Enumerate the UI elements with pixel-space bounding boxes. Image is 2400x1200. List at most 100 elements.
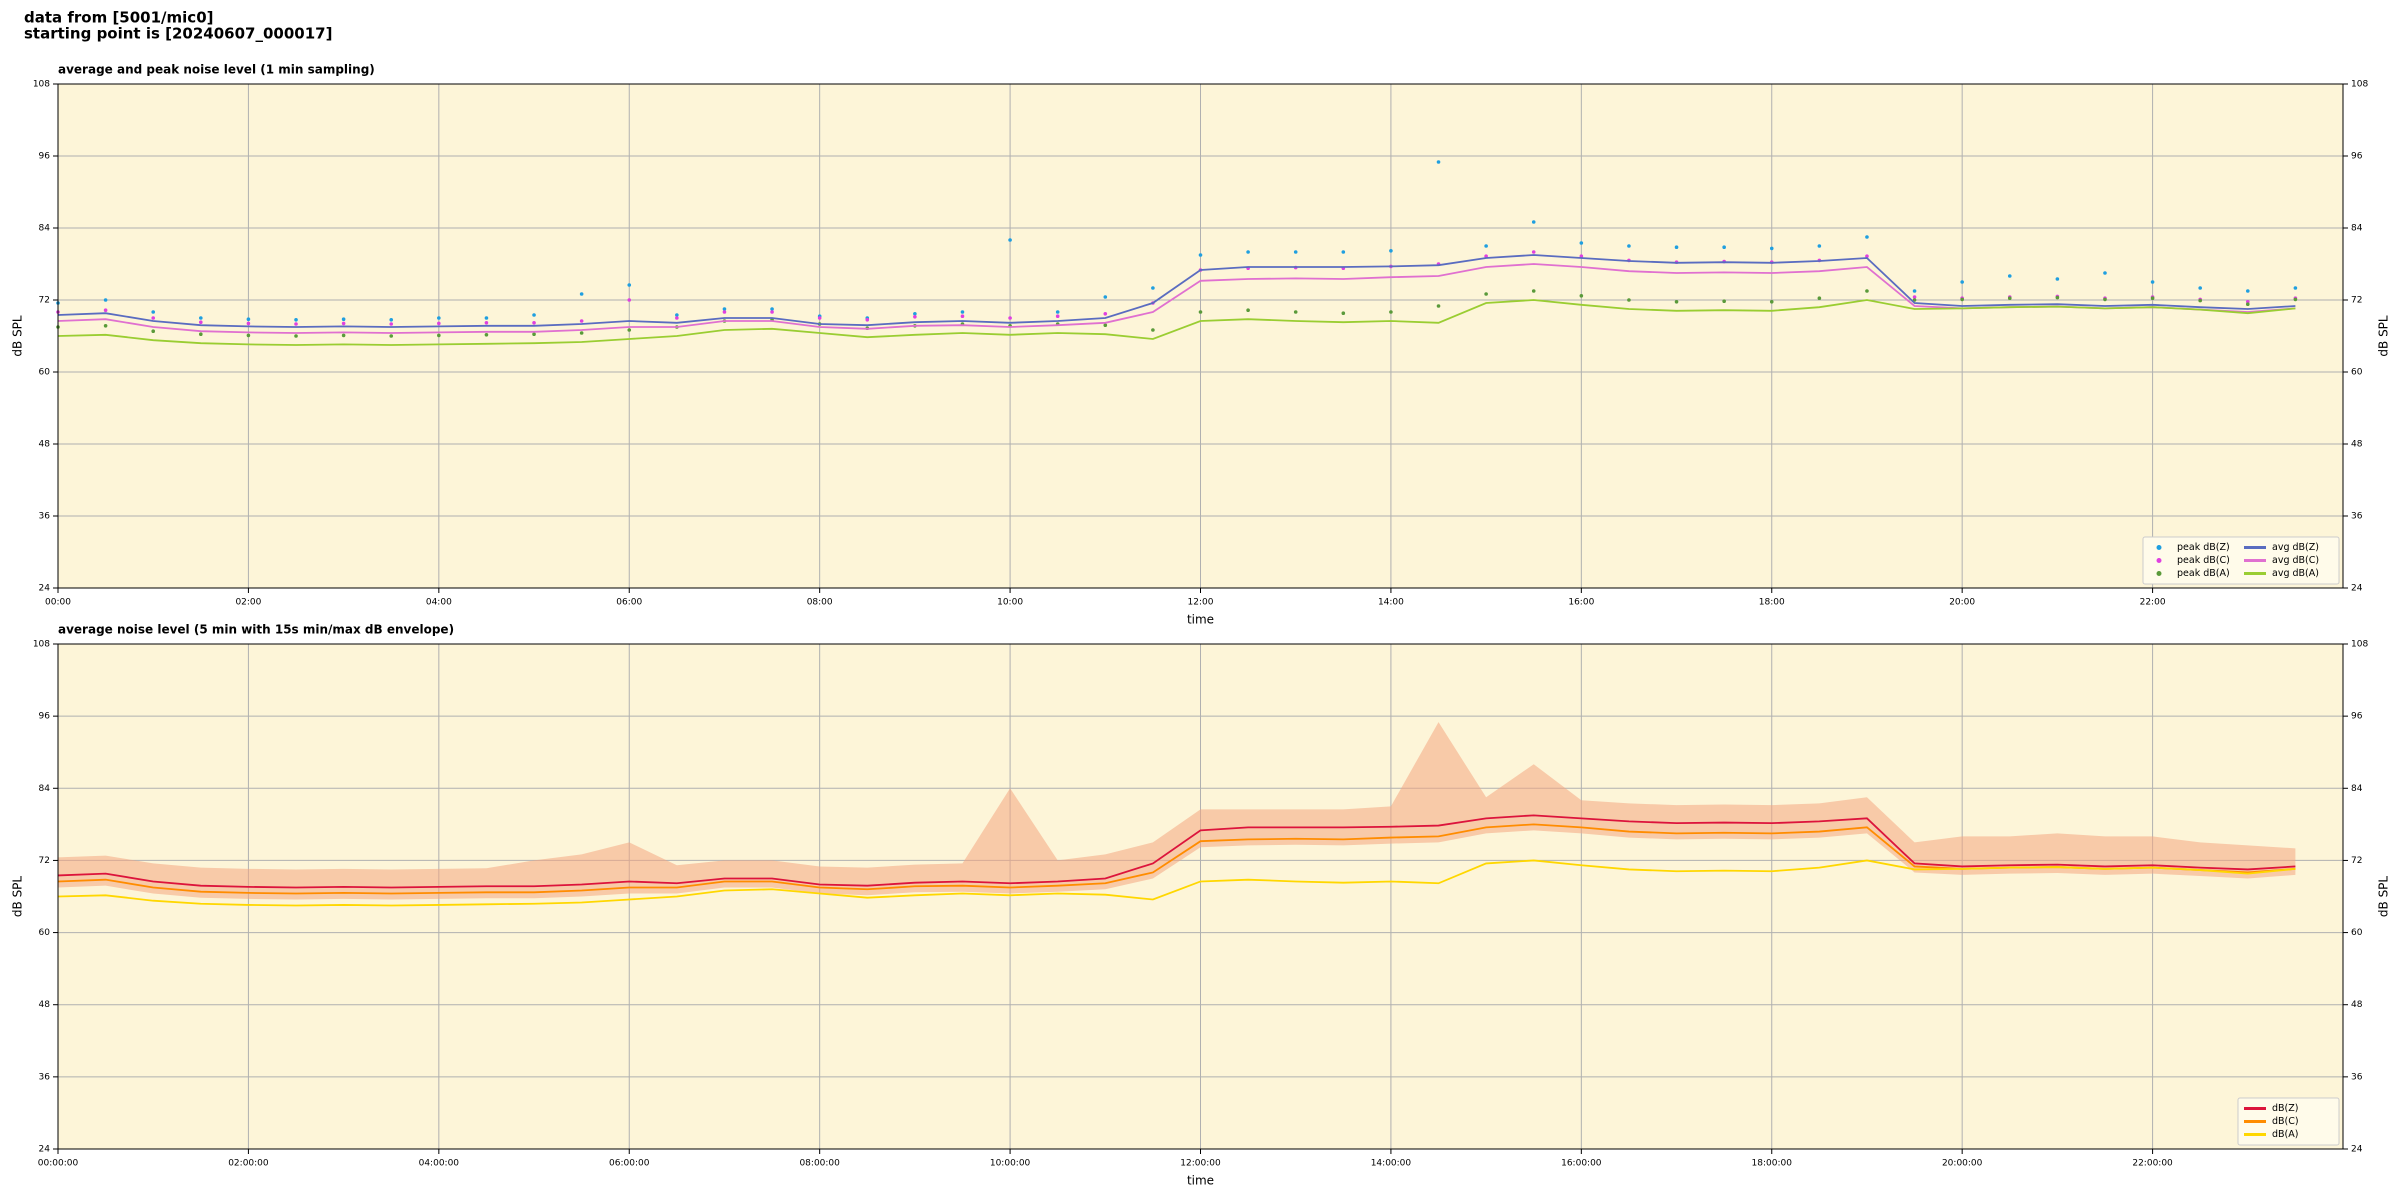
data-point xyxy=(1722,299,1726,304)
x-tick-label: 02:00 xyxy=(235,598,261,608)
legend-label: dB(Z) xyxy=(2272,1103,2298,1114)
data-point xyxy=(246,333,251,338)
series-line xyxy=(57,263,2296,334)
data-point xyxy=(675,316,679,320)
x-tick-label: 12:00 xyxy=(1188,598,1214,608)
y2-tick-label: 60 xyxy=(2351,368,2363,378)
data-point xyxy=(1912,298,1917,302)
data-point xyxy=(579,292,584,296)
data-point xyxy=(484,316,489,320)
data-point xyxy=(2007,274,2012,278)
y-tick-label: 84 xyxy=(39,224,51,234)
x-tick-label: 10:00:00 xyxy=(990,1159,1031,1169)
y-tick-label: 108 xyxy=(33,640,50,650)
data-point xyxy=(1627,244,1631,248)
data-point xyxy=(2103,271,2107,275)
data-point xyxy=(151,329,156,334)
data-point xyxy=(246,321,251,326)
legend-label: avg dB(C) xyxy=(2272,555,2319,566)
x-tick-label: 10:00 xyxy=(997,598,1023,608)
data-point xyxy=(1960,297,1964,302)
y-tick-label: 36 xyxy=(39,1072,51,1082)
data-point xyxy=(1389,310,1393,314)
legend-label: peak dB(C) xyxy=(2177,555,2230,566)
data-point xyxy=(1579,294,1584,298)
data-point xyxy=(1103,312,1108,316)
data-point xyxy=(1531,289,1536,293)
data-point xyxy=(1293,250,1298,254)
data-point xyxy=(579,331,584,335)
data-point xyxy=(1341,311,1346,316)
x-tick-label: 08:00:00 xyxy=(799,1159,840,1169)
data-point xyxy=(1293,310,1298,314)
data-point xyxy=(199,316,203,320)
data-point xyxy=(103,308,108,313)
series-line xyxy=(57,814,2296,889)
data-point xyxy=(579,319,584,323)
data-point xyxy=(1627,298,1631,302)
data-point xyxy=(103,298,108,302)
series-line xyxy=(57,254,2296,328)
legend-label: peak dB(Z) xyxy=(2177,542,2230,553)
x-tick-label: 12:00:00 xyxy=(1180,1159,1221,1169)
y-axis-label: dB SPL xyxy=(11,876,25,918)
data-point xyxy=(1484,292,1488,296)
data-point xyxy=(627,328,632,332)
data-point xyxy=(532,321,536,325)
data-point xyxy=(341,321,346,326)
legend-marker xyxy=(2156,571,2162,576)
y-tick-label: 60 xyxy=(39,368,51,378)
data-point xyxy=(675,313,679,317)
data-point xyxy=(103,324,108,328)
y-tick-label: 48 xyxy=(39,1000,51,1010)
data-point xyxy=(1960,280,1964,284)
data-point xyxy=(1389,249,1393,253)
x-tick-label: 16:00 xyxy=(1568,598,1594,608)
data-point xyxy=(199,320,203,325)
series-line xyxy=(57,299,2296,346)
x-axis-label: time xyxy=(1187,1174,1214,1188)
data-point xyxy=(1055,314,1060,319)
data-point xyxy=(484,321,489,325)
data-point xyxy=(960,310,965,314)
legend-label: avg dB(Z) xyxy=(2272,542,2319,553)
data-point xyxy=(484,333,489,337)
data-point xyxy=(1484,244,1488,248)
y2-tick-label: 48 xyxy=(2351,440,2363,450)
data-point xyxy=(1674,245,1679,249)
data-point xyxy=(294,318,298,322)
data-point xyxy=(913,315,917,319)
y-tick-label: 84 xyxy=(39,784,51,794)
y-tick-label: 24 xyxy=(39,584,51,594)
data-point xyxy=(817,316,822,320)
data-point xyxy=(437,316,441,320)
x-tick-label: 04:00 xyxy=(426,598,452,608)
data-point xyxy=(294,334,298,338)
data-point xyxy=(1436,160,1441,164)
y2-tick-label: 96 xyxy=(2351,152,2363,162)
data-point xyxy=(2103,297,2107,302)
y-tick-label: 48 xyxy=(39,440,51,450)
data-point xyxy=(151,316,156,320)
data-point xyxy=(1579,241,1584,245)
header-start: starting point is [20240607_000017] xyxy=(24,25,332,43)
legend-box xyxy=(2142,536,2340,585)
y2-tick-label: 36 xyxy=(2351,1072,2363,1082)
series-line xyxy=(57,823,2296,895)
data-point xyxy=(770,307,774,311)
x-tick-label: 14:00 xyxy=(1378,598,1404,608)
y2-tick-label: 84 xyxy=(2351,224,2363,234)
y-tick-label: 72 xyxy=(39,856,50,866)
series-line xyxy=(57,859,2296,907)
data-point xyxy=(2198,298,2202,303)
header-source: data from [5001/mic0] xyxy=(24,9,214,27)
data-point xyxy=(2245,289,2250,293)
data-point xyxy=(1055,310,1060,314)
legend-label: peak dB(A) xyxy=(2177,568,2230,579)
legend-label: avg dB(A) xyxy=(2272,568,2319,579)
x-tick-label: 18:00 xyxy=(1759,598,1785,608)
y2-tick-label: 72 xyxy=(2351,296,2362,306)
data-point xyxy=(1246,250,1250,254)
data-point xyxy=(532,332,536,337)
data-point xyxy=(1198,253,1203,257)
